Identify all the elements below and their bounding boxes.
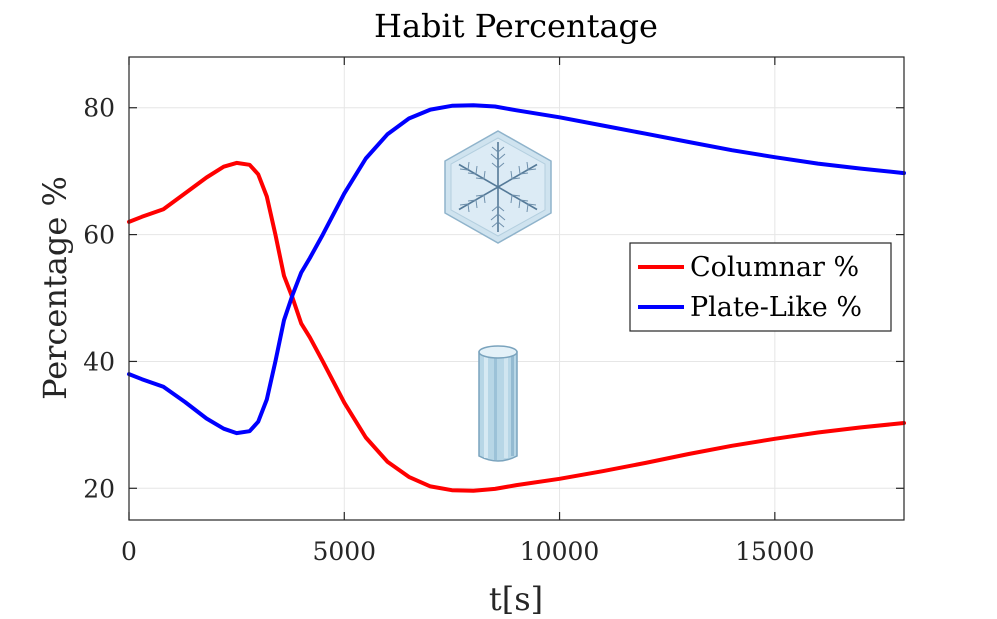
y-tick-label: 40 (83, 347, 115, 376)
legend-label-columnar: Columnar % (690, 252, 859, 283)
y-axis-label: Percentage % (36, 176, 74, 400)
grid-lines (128, 57, 904, 520)
y-tick-label: 60 (83, 221, 115, 250)
chart-title: Habit Percentage (374, 7, 658, 45)
column-crystal-illustration (478, 345, 518, 462)
series-line-columnar (127, 160, 906, 493)
y-tick-label: 80 (83, 94, 115, 123)
x-tick-label: 5000 (312, 537, 376, 566)
series-line-plate-like (127, 103, 906, 436)
legend: Columnar % Plate-Like % (629, 242, 892, 332)
series-lines (127, 103, 906, 493)
y-tick-label: 20 (83, 474, 115, 503)
x-tick-label: 10000 (520, 537, 600, 566)
legend-label-plate-like: Plate-Like % (690, 292, 862, 323)
x-axis-label: t[s] (489, 580, 543, 618)
x-tick-label: 0 (121, 537, 137, 566)
x-tick-label: 15000 (735, 537, 815, 566)
legend-box (629, 242, 892, 332)
axis-ticks: 0 5000 10000 15000 20 40 60 80 (83, 57, 904, 566)
plate-crystal-illustration (444, 130, 552, 244)
plot-frame (128, 56, 905, 521)
